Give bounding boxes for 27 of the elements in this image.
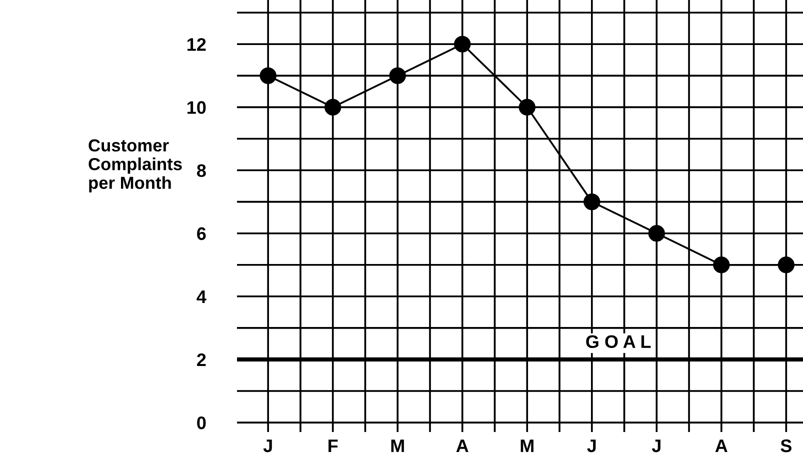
x-tick-label: J	[263, 440, 272, 452]
y-tick-label: 10	[188, 101, 206, 114]
x-tick-label: A	[715, 440, 728, 452]
y-axis-title: Customer Complaints per Month	[88, 139, 182, 192]
y-tick-label: 6	[197, 227, 206, 240]
point	[324, 98, 342, 116]
x-tick-label: M	[391, 440, 404, 452]
point	[713, 256, 730, 274]
x-tick-label: J	[652, 440, 660, 452]
x-tick-label: J	[587, 440, 596, 452]
point	[584, 193, 600, 210]
point	[648, 225, 665, 242]
x-tick-label: F	[328, 440, 338, 452]
y-tick-label: 0	[197, 416, 206, 430]
y-tick-label: 12	[188, 38, 206, 51]
x-tick-label: S	[780, 439, 792, 452]
point	[778, 256, 794, 274]
x-tick-label: M	[520, 440, 534, 452]
point	[389, 67, 406, 84]
ref-line-label: G O A L	[586, 335, 651, 348]
y-tick-label: 4	[196, 290, 206, 303]
y-tick-label: 8	[196, 164, 206, 177]
y-tick-label: 2	[197, 353, 206, 366]
x-tick-label: A	[456, 440, 468, 452]
point	[454, 36, 471, 52]
point	[518, 98, 536, 116]
point	[260, 67, 276, 84]
